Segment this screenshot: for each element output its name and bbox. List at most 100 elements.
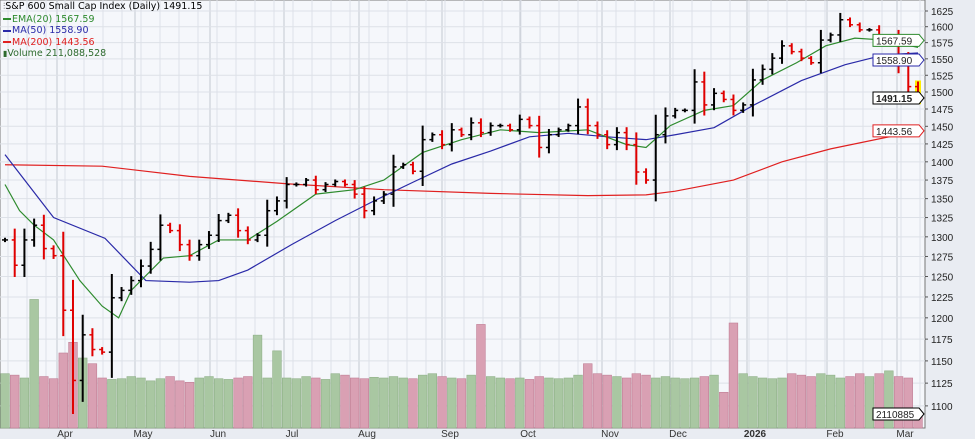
price-bar (575, 98, 582, 135)
volume-bar (107, 379, 117, 429)
volume-bar (0, 373, 10, 429)
value-tag-volume: 2110885 (872, 407, 925, 421)
value-tag-text: 1443.56 (876, 127, 913, 138)
price-bar (361, 186, 368, 219)
volume-bar (806, 376, 816, 429)
volume-bar (563, 377, 573, 429)
volume-bar (388, 376, 399, 429)
volume-bar (660, 376, 671, 429)
volume-bar (903, 377, 913, 429)
value-tag-box (872, 407, 925, 421)
value-tag-ma50: 1558.90 (872, 53, 925, 67)
volume-bar (476, 324, 486, 429)
volume-bar (126, 376, 136, 429)
volume-bar (583, 363, 593, 429)
legend-ma200-text: MA(200) 1443.56 (12, 36, 95, 48)
y-tick-label: 1550 (931, 55, 954, 66)
price-bar (866, 28, 873, 32)
y-tick-label: 1100 (931, 402, 953, 413)
plot-area (0, 0, 926, 429)
price-bar (769, 53, 776, 75)
price-bar (409, 161, 416, 175)
value-tag-text: 1558.90 (876, 56, 913, 67)
value-tag-ema20: 1567.59 (872, 33, 925, 47)
price-bar (458, 127, 465, 137)
price-bar (477, 118, 484, 138)
volume-bar (437, 376, 447, 429)
volume-bar (398, 377, 408, 429)
price-bar (808, 56, 815, 65)
value-tag-box (872, 33, 925, 47)
legend-ema20: EMA(20) 1567.59 (3, 14, 202, 26)
ma50-swatch-icon (3, 29, 11, 32)
price-bar (439, 130, 446, 150)
volume-bar (689, 377, 700, 429)
volume-bar (787, 373, 797, 429)
price-bar (711, 88, 718, 111)
y-tick-label: 1175 (931, 335, 953, 346)
price-bar (108, 273, 115, 378)
x-tick-label: Dec (669, 429, 687, 439)
volume-bar (592, 373, 603, 429)
y-tick-label: 1200 (931, 314, 954, 325)
price-bar (205, 231, 212, 249)
volume-bar (116, 378, 127, 429)
price-bar (40, 214, 47, 260)
price-bar (89, 328, 96, 357)
y-tick-label: 1525 (931, 71, 954, 82)
y-tick-label: 1625 (931, 7, 954, 18)
y-tick-label: 1300 (931, 233, 954, 244)
price-bar (176, 224, 183, 252)
y-tick-label: 1425 (931, 140, 954, 151)
price-bar (468, 117, 475, 141)
legend-ma200: MA(200) 1443.56 (3, 37, 202, 49)
volume-bar (466, 374, 476, 429)
price-bar (332, 179, 339, 187)
value-tag-text: 2110885 (876, 410, 915, 421)
price-bar (448, 123, 455, 152)
price-bar (264, 199, 271, 247)
volume-bar (816, 373, 826, 429)
bar-chart-icon: ⫶ (3, 2, 6, 12)
volume-bar (29, 299, 39, 429)
price-bar (31, 218, 38, 247)
price-bar (303, 178, 310, 187)
price-bar (283, 177, 290, 209)
price-bar (652, 114, 659, 202)
price-bar (691, 69, 698, 124)
price-bar (157, 214, 164, 261)
price-bar (827, 32, 834, 43)
price-bar (167, 222, 174, 234)
y-tick-label: 1575 (931, 39, 954, 50)
price-bar (856, 22, 863, 33)
volume-bar (19, 377, 30, 429)
volume-bar (767, 378, 777, 429)
legend-ma50-text: MA(50) 1558.90 (12, 25, 89, 36)
volume-bar (680, 378, 690, 429)
price-bar (196, 239, 203, 261)
volume-bar (223, 379, 234, 429)
price-bar (584, 98, 591, 135)
volume-bar (350, 377, 360, 429)
legend-volume-text: Volume 211,088,528 (7, 48, 107, 59)
volume-bar (214, 378, 224, 429)
price-bar (147, 241, 154, 274)
y-tick-label: 1125 (931, 379, 953, 390)
price-bar (322, 182, 329, 193)
value-tag-last: 1491.15 (872, 91, 925, 105)
volume-icon: ▮ (3, 49, 8, 58)
volume-bar (602, 374, 612, 429)
volume-bar (612, 376, 622, 429)
x-tick-label: Jul (286, 429, 299, 439)
volume-bar (534, 376, 544, 429)
y-tick-label: 1475 (931, 105, 954, 116)
price-bar (837, 12, 844, 42)
volume-bar (48, 378, 59, 429)
volume-bar (10, 374, 20, 429)
x-tick-label: 2026 (744, 429, 767, 439)
price-bar (633, 132, 640, 185)
volume-bar (748, 376, 758, 429)
price-bar (604, 130, 611, 150)
y-tick-label: 1500 (931, 88, 954, 99)
